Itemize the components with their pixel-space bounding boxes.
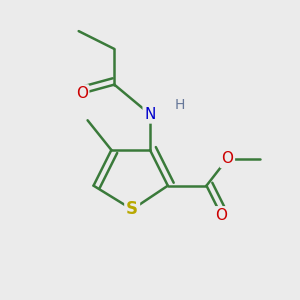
- Text: N: N: [144, 107, 156, 122]
- Text: H: H: [175, 98, 185, 112]
- Text: O: O: [215, 208, 227, 223]
- Text: O: O: [221, 152, 233, 166]
- Text: S: S: [126, 200, 138, 218]
- Text: O: O: [76, 86, 88, 101]
